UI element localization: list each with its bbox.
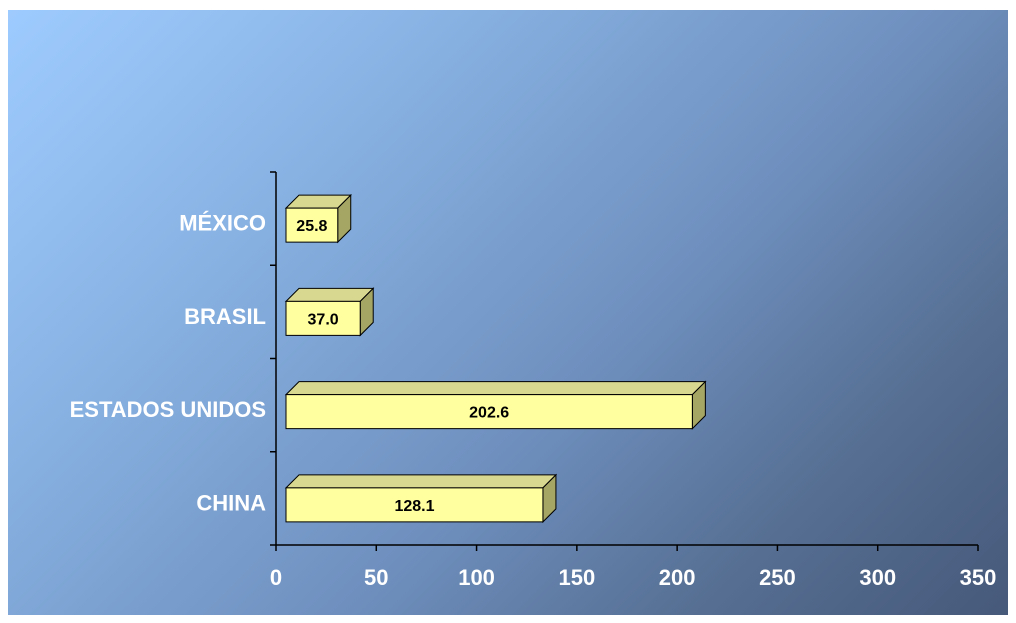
bar-front-face [285, 300, 361, 336]
x-tick-label: 250 [759, 565, 796, 590]
bar-1 [284, 287, 375, 337]
data-label: 202.6 [469, 405, 509, 422]
x-tick-label: 300 [859, 565, 896, 590]
category-label: BRASIL [184, 304, 266, 329]
x-tick-label: 200 [659, 565, 696, 590]
category-label: MÉXICO [179, 211, 266, 236]
tick-labels: 0 50 100 150 200 250 300 350 [270, 565, 996, 590]
bar-front-face [285, 394, 693, 430]
x-tick-label: 150 [558, 565, 595, 590]
data-label: 37.0 [308, 311, 339, 328]
axes [270, 171, 979, 551]
x-tick-label: 50 [364, 565, 388, 590]
data-label: 25.8 [296, 218, 327, 235]
data-label: 128.1 [394, 498, 434, 515]
bar-top-face [284, 287, 375, 302]
bar-3 [284, 473, 558, 524]
x-tick-label: 0 [270, 565, 282, 590]
bars [284, 193, 707, 524]
bar-front-face [285, 207, 339, 243]
data-labels: 25.8 37.0 202.6 128.1 [296, 218, 509, 515]
category-label: ESTADOS UNIDOS [70, 397, 266, 422]
bar-top-face [284, 474, 558, 489]
bar-0 [284, 193, 352, 244]
x-tick-label: 350 [960, 565, 997, 590]
x-tick-label: 100 [458, 565, 495, 590]
category-label: CHINA [196, 490, 266, 515]
category-labels: MÉXICO BRASIL ESTADOS UNIDOS CHINA [70, 211, 266, 516]
bar-front-face [285, 487, 544, 523]
bar-2 [284, 380, 707, 430]
bar-top-face [284, 381, 707, 396]
